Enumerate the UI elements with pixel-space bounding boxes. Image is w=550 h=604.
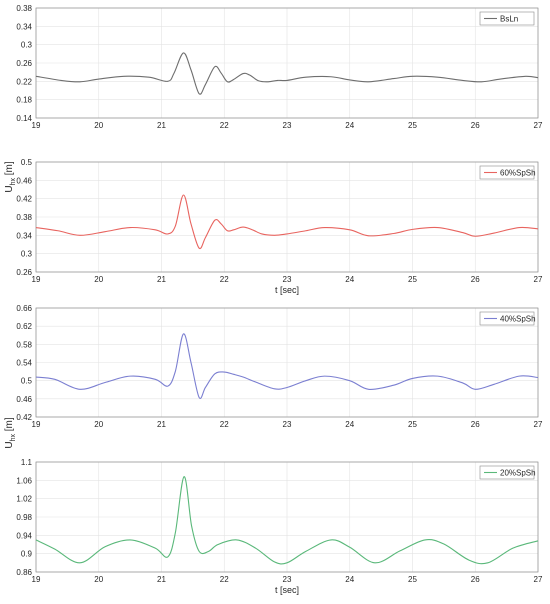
y-tick-label: 0.38 — [16, 4, 32, 13]
x-tick-label: 24 — [345, 575, 354, 584]
x-tick-label: 27 — [534, 275, 543, 284]
y-tick-label: 0.5 — [21, 377, 33, 386]
legend-label: 60%SpSh — [500, 169, 536, 178]
x-tick-label: 21 — [157, 275, 166, 284]
legend-box — [479, 165, 535, 180]
x-tick-label: 25 — [408, 575, 417, 584]
axes-frame — [35, 461, 539, 573]
x-tick-label: 25 — [408, 420, 417, 429]
y-tick-label: 0.46 — [16, 395, 32, 404]
subplots: 19 20 21 22 23 24 25 26 27 0.14 0.18 0.22 0.26 0.3 0.3… — [16, 4, 543, 595]
axes-frame — [35, 161, 539, 273]
y-tick-label: 0.18 — [16, 96, 32, 105]
y-tick-label: 0.66 — [16, 304, 32, 313]
chart-panel: 19 20 21 22 23 24 25 26 27 0.86 0.9 0.94 0.98 1.02 1.0… — [16, 458, 543, 595]
x-tick-label: 25 — [408, 121, 417, 130]
y-tick-label: 0.26 — [16, 59, 32, 68]
x-tick-label: 22 — [220, 420, 229, 429]
x-tick-label: 23 — [283, 420, 292, 429]
y-tick-label: 0.3 — [21, 41, 33, 50]
x-tick-label: 26 — [471, 575, 480, 584]
y-tick-label: 1.02 — [16, 495, 32, 504]
x-tick-label: 20 — [94, 275, 103, 284]
axes-frame — [35, 7, 539, 119]
y-tick-label: 0.58 — [16, 340, 32, 349]
x-tick-label: 27 — [534, 575, 543, 584]
legend-label: 40%SpSh — [500, 315, 536, 324]
y-tick-label: 0.86 — [16, 568, 32, 577]
y-axis-label-lower: Uhx [m] — [4, 417, 17, 449]
x-tick-label: 19 — [32, 575, 41, 584]
x-tick-label: 21 — [157, 420, 166, 429]
x-tick-label: 23 — [283, 575, 292, 584]
y-axis-label-upper: Uhx [m] — [4, 161, 17, 193]
y-tick-label: 0.42 — [16, 413, 32, 422]
y-tick-label: 0.34 — [16, 22, 32, 31]
y-tick-label: 0.62 — [16, 322, 32, 331]
x-tick-label: 27 — [534, 420, 543, 429]
y-tick-label: 0.98 — [16, 513, 32, 522]
x-tick-label: 21 — [157, 121, 166, 130]
y-tick-label: 1.06 — [16, 476, 32, 485]
x-tick-label: 20 — [94, 420, 103, 429]
x-tick-label: 21 — [157, 575, 166, 584]
x-tick-label: 22 — [220, 121, 229, 130]
legend-box — [479, 311, 535, 326]
axes-frame — [35, 307, 539, 418]
series-line — [35, 194, 539, 250]
y-tick-label: 0.46 — [16, 176, 32, 185]
legend-box — [479, 465, 535, 480]
y-tick-label: 0.22 — [16, 77, 32, 86]
y-tick-label: 0.34 — [16, 231, 32, 240]
y-tick-label: 0.26 — [16, 268, 32, 277]
y-tick-label: 0.38 — [16, 213, 32, 222]
x-tick-label: 26 — [471, 121, 480, 130]
series-line — [35, 476, 539, 565]
chart-panel: 19 20 21 22 23 24 25 26 27 0.14 0.18 0.22 0.26 0.3 0.3… — [16, 4, 543, 130]
legend-label: BsLn — [500, 15, 518, 24]
x-tick-label: 20 — [94, 575, 103, 584]
y-tick-label: 0.42 — [16, 195, 32, 204]
x-tick-label: 22 — [220, 275, 229, 284]
x-tick-label: 24 — [345, 275, 354, 284]
y-tick-label: 0.14 — [16, 114, 32, 123]
y-tick-label: 0.5 — [21, 158, 33, 167]
x-tick-label: 24 — [345, 121, 354, 130]
chart-panel: 19 20 21 22 23 24 25 26 27 0.26 0.3 0.34 0.38 0.42 0.4… — [16, 158, 543, 295]
x-tick-label: 19 — [32, 275, 41, 284]
x-tick-label: 24 — [345, 420, 354, 429]
x-tick-label: 23 — [283, 275, 292, 284]
x-tick-label: 26 — [471, 275, 480, 284]
y-tick-label: 1.1 — [21, 458, 33, 467]
x-axis-label: t [sec] — [275, 585, 299, 595]
y-tick-label: 0.54 — [16, 359, 32, 368]
x-tick-label: 23 — [283, 121, 292, 130]
series-line — [35, 333, 539, 399]
y-tick-label: 0.9 — [21, 550, 33, 559]
x-tick-label: 19 — [32, 420, 41, 429]
x-tick-label: 27 — [534, 121, 543, 130]
x-tick-label: 22 — [220, 575, 229, 584]
x-tick-label: 26 — [471, 420, 480, 429]
y-tick-label: 0.3 — [21, 250, 33, 259]
series-line — [35, 52, 539, 95]
legend-label: 20%SpSh — [500, 469, 536, 478]
x-axis-label: t [sec] — [275, 285, 299, 295]
x-tick-label: 20 — [94, 121, 103, 130]
chart-panel: 19 20 21 22 23 24 25 26 27 0.42 0.46 0.5 0.54 0.58 0.6… — [16, 304, 543, 429]
legend-box — [479, 11, 535, 26]
x-tick-label: 19 — [32, 121, 41, 130]
x-tick-label: 25 — [408, 275, 417, 284]
y-tick-label: 0.94 — [16, 531, 32, 540]
